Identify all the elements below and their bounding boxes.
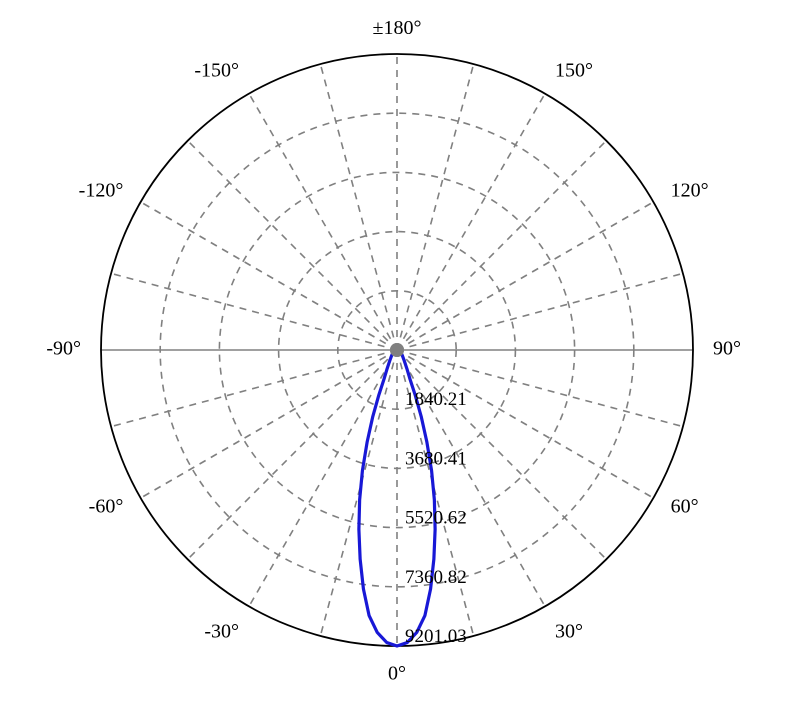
angle-tick-label: -30° bbox=[204, 620, 239, 642]
radial-tick-label: 1840.21 bbox=[405, 389, 467, 410]
radial-tick-label: 5520.62 bbox=[405, 508, 467, 529]
angle-tick-label: -120° bbox=[79, 180, 124, 202]
angle-tick-label: ±180° bbox=[373, 17, 422, 39]
grid-spoke bbox=[320, 64, 397, 350]
grid-spoke bbox=[397, 202, 653, 350]
angle-tick-label: 120° bbox=[671, 180, 709, 202]
radial-tick-label: 9201.03 bbox=[405, 626, 467, 647]
grid-spoke bbox=[111, 350, 397, 427]
polar-chart: 1840.21 3680.41 5520.62 7360.82 9201.03 ±180… bbox=[0, 0, 794, 703]
grid-spoke bbox=[141, 350, 397, 498]
grid-spoke bbox=[397, 350, 653, 498]
radial-tick-label: 3680.41 bbox=[405, 448, 467, 469]
grid-spoke bbox=[249, 94, 397, 350]
angle-tick-label: -150° bbox=[194, 59, 239, 81]
angle-tick-label: 30° bbox=[555, 620, 583, 642]
grid-spoke bbox=[397, 273, 683, 350]
grid-spoke bbox=[249, 350, 397, 606]
angle-tick-label: 60° bbox=[671, 496, 699, 518]
radial-tick-labels: 1840.21 3680.41 5520.62 7360.82 9201.03 bbox=[405, 389, 467, 647]
grid-spoke bbox=[188, 141, 397, 350]
angle-tick-label: -60° bbox=[89, 496, 124, 518]
angle-tick-label: 0° bbox=[388, 663, 406, 685]
center-hub-dot bbox=[390, 343, 404, 357]
grid-spoke bbox=[111, 273, 397, 350]
grid-spoke bbox=[397, 94, 545, 350]
angle-tick-label: -90° bbox=[46, 338, 81, 360]
radial-tick-label: 7360.82 bbox=[405, 567, 467, 588]
grid-spoke bbox=[141, 202, 397, 350]
angle-tick-label: 150° bbox=[555, 59, 593, 81]
center-hub bbox=[390, 343, 404, 357]
grid-spoke bbox=[397, 141, 606, 350]
grid-spoke bbox=[397, 64, 474, 350]
angle-tick-label: 90° bbox=[713, 338, 741, 360]
